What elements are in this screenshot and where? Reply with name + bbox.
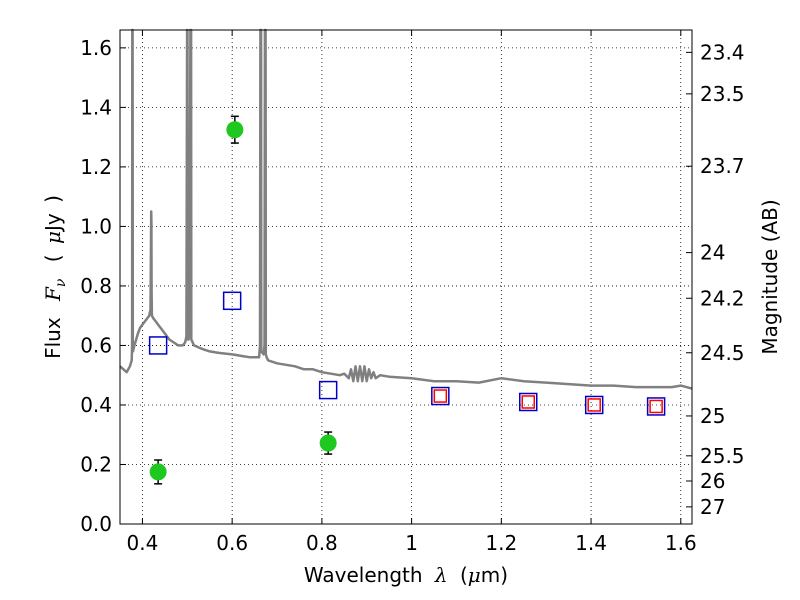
blue-square-point [519,392,538,412]
y2-tick-label: 23.5 [700,82,745,106]
y-tick-label: 0.6 [80,333,112,357]
y-tick-label: 1.2 [80,155,112,179]
y2-tick-label: 27 [700,495,725,519]
blue-square-point [646,397,666,416]
x-tick-label: 0.8 [306,531,338,555]
blue-square-point [222,291,242,311]
spectrum-line [119,28,693,390]
observed-point [226,121,244,139]
y2-tick-label: 25.5 [700,444,745,468]
y-tick-label: 0.2 [80,452,112,476]
red-square-point [521,395,536,409]
plot-frame [119,29,693,525]
y-tick-label: 1.6 [80,36,112,60]
red-square-point [433,389,448,403]
y-axis-label-symbol: F [41,286,65,302]
y-tick-label: 0.4 [80,393,112,417]
y-axis-label-unit-close: ) [41,195,65,203]
y2-tick-label: 24.2 [700,286,745,310]
x-axis-label-unit-open: ( [460,563,468,587]
y2-tick-label: 23.7 [700,154,745,178]
y2-tick-label: 24.5 [700,341,745,365]
x-tick-label: 1.6 [665,531,697,555]
x-tick-label: 1.2 [485,531,517,555]
blue-square-point [148,336,168,355]
x-tick-label: 0.4 [127,531,159,555]
y2-tick-label: 25 [700,404,725,428]
observed-point [319,434,337,452]
y-tick-label: 0.8 [80,274,112,298]
y-axis-label-unit-mu: μ [41,231,65,244]
observed-point [149,463,167,481]
y-axis-label-unit-rest: Jy [41,213,65,233]
y2-tick-label: 24 [700,241,725,265]
x-axis-label-unit-rest: m) [481,563,508,587]
y2-tick-label: 23.4 [700,40,745,64]
y-axis-label-text: Flux [41,317,65,359]
y-axis-label-unit-open: ( [41,254,65,262]
y2-tick-label: 26 [700,469,725,493]
y-tick-label: 0.0 [80,512,112,536]
x-tick-label: 1 [405,531,418,555]
y-axis-label: Flux Fν ( μJy ) [41,195,70,359]
y-tick-label: 1.0 [80,214,112,238]
x-axis-label: Wavelength λ (μm) [304,563,508,587]
ticks: 0.4 0.6 0.8 1 1.2 1.4 1.6 0.0 0.2 0.4 0.6 0.8 1.0 1.2… [80,30,745,555]
x-axis-label-text: Wavelength [304,563,423,587]
data-layer [119,28,693,485]
x-axis-label-unit-mu: μ [468,563,481,587]
y-tick-label: 1.4 [80,95,112,119]
plot-area-background [120,30,692,524]
blue-square-point [318,380,338,400]
blue-square-point [431,386,450,406]
y-axis-label-symbol-sub: ν [53,278,69,287]
red-square-point [649,399,663,414]
red-square-point [587,398,601,412]
blue-square-point [584,395,604,415]
x-tick-label: 0.6 [216,531,248,555]
x-tick-label: 1.4 [575,531,607,555]
x-axis-label-symbol: λ [434,563,448,587]
y2-axis-label: Magnitude (AB) [758,199,782,354]
